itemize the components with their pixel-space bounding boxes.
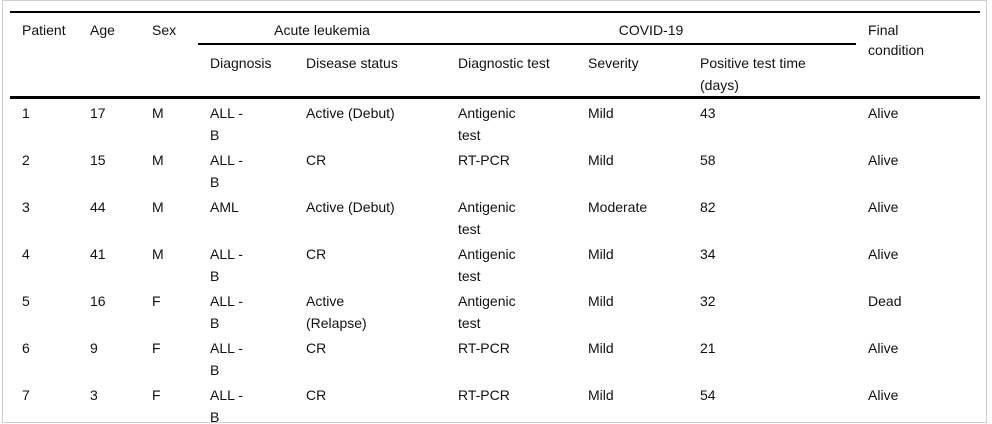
col-header-positive-test-time: Positive test time (days) — [688, 44, 857, 99]
cell-positive-test-time: 82 — [700, 199, 716, 215]
cell-diagnosis: ALL - B — [210, 246, 243, 284]
cell-final-condition: Alive — [868, 387, 899, 403]
table-row: 3 44 M AML Active (Debut) Antigenic test… — [10, 193, 980, 240]
cell-severity: Mild — [588, 152, 614, 168]
cell-disease-status: CR — [306, 152, 327, 168]
col-header-disease-status: Disease status — [294, 44, 446, 99]
cell-diagnosis: ALL - B — [210, 340, 243, 378]
cell-sex: M — [152, 152, 164, 168]
cell-diagnostic-test: RT-PCR — [458, 340, 510, 356]
cell-sex: M — [152, 246, 164, 262]
cell-diagnostic-test: Antigenic test — [458, 293, 516, 331]
cell-positive-test-time: 54 — [700, 387, 716, 403]
cell-disease-status: CR — [306, 340, 327, 356]
cell-patient: 1 — [22, 105, 30, 121]
cell-final-condition: Alive — [868, 199, 899, 215]
cell-patient: 7 — [22, 387, 30, 403]
col-header-severity: Severity — [576, 44, 688, 99]
cell-patient: 4 — [22, 246, 30, 262]
table-row: 4 41 M ALL - B CR Antigenic test Mild 34… — [10, 240, 980, 287]
cell-positive-test-time: 58 — [700, 152, 716, 168]
cell-patient: 5 — [22, 293, 30, 309]
cell-positive-test-time: 34 — [700, 246, 716, 262]
cell-final-condition: Alive — [868, 105, 899, 121]
cell-severity: Mild — [588, 246, 614, 262]
cell-age: 16 — [90, 293, 106, 309]
group-header-acute-leukemia: Acute leukemia — [198, 12, 446, 45]
cell-positive-test-time: 21 — [700, 340, 716, 356]
cell-positive-test-time: 32 — [700, 293, 716, 309]
cell-diagnostic-test: Antigenic test — [458, 199, 516, 237]
cell-final-condition: Dead — [868, 293, 902, 309]
col-header-diagnostic-test: Diagnostic test — [446, 44, 576, 99]
col-header-diagnosis: Diagnosis — [198, 44, 294, 99]
cell-disease-status: Active (Debut) — [306, 199, 395, 215]
cell-sex: M — [152, 199, 164, 215]
table-row: 2 15 M ALL - B CR RT-PCR Mild 58 Alive — [10, 146, 980, 193]
cell-severity: Mild — [588, 387, 614, 403]
col-header-patient: Patient — [10, 12, 78, 99]
cell-patient: 6 — [22, 340, 30, 356]
table-row: 6 9 F ALL - B CR RT-PCR Mild 21 Alive — [10, 334, 980, 381]
cell-age: 15 — [90, 152, 106, 168]
cell-age: 9 — [90, 340, 98, 356]
cell-diagnostic-test: RT-PCR — [458, 152, 510, 168]
cell-disease-status: CR — [306, 387, 327, 403]
cell-disease-status: Active (Debut) — [306, 105, 395, 121]
cell-diagnosis: ALL - B — [210, 105, 243, 143]
cell-severity: Mild — [588, 293, 614, 309]
table-row: 7 3 F ALL - B CR RT-PCR Mild 54 Alive — [10, 381, 980, 424]
col-header-final-condition: Final condition — [856, 12, 981, 99]
cell-age: 44 — [90, 199, 106, 215]
cell-disease-status: CR — [306, 246, 327, 262]
cell-positive-test-time: 43 — [700, 105, 716, 121]
cell-diagnosis: AML — [210, 199, 239, 215]
cell-sex: F — [152, 340, 161, 356]
cell-diagnostic-test: Antigenic test — [458, 105, 516, 143]
cell-final-condition: Alive — [868, 246, 899, 262]
cell-sex: F — [152, 387, 161, 403]
cell-diagnostic-test: RT-PCR — [458, 387, 510, 403]
table-row: 1 17 M ALL - B Active (Debut) Antigenic … — [10, 98, 980, 147]
cell-diagnosis: ALL - B — [210, 152, 243, 190]
cell-final-condition: Alive — [868, 152, 899, 168]
col-header-age: Age — [78, 12, 140, 99]
cell-severity: Mild — [588, 340, 614, 356]
cell-disease-status: Active (Relapse) — [306, 293, 367, 331]
cell-final-condition: Alive — [868, 340, 899, 356]
cell-age: 41 — [90, 246, 106, 262]
cell-patient: 2 — [22, 152, 30, 168]
cell-age: 17 — [90, 105, 106, 121]
cell-diagnosis: ALL - B — [210, 293, 243, 331]
cell-patient: 3 — [22, 199, 30, 215]
table-row: 5 16 F ALL - B Active (Relapse) Antigeni… — [10, 287, 980, 334]
cell-diagnostic-test: Antigenic test — [458, 246, 516, 284]
cell-sex: F — [152, 293, 161, 309]
cell-sex: M — [152, 105, 164, 121]
cell-age: 3 — [90, 387, 98, 403]
patient-table: Patient Age Sex Acute leukemia COVID-19 … — [10, 11, 981, 424]
cell-severity: Mild — [588, 105, 614, 121]
group-header-covid19: COVID-19 — [446, 12, 857, 45]
cell-severity: Moderate — [588, 199, 648, 215]
col-header-sex: Sex — [140, 12, 198, 99]
cell-diagnosis: ALL - B — [210, 387, 243, 424]
